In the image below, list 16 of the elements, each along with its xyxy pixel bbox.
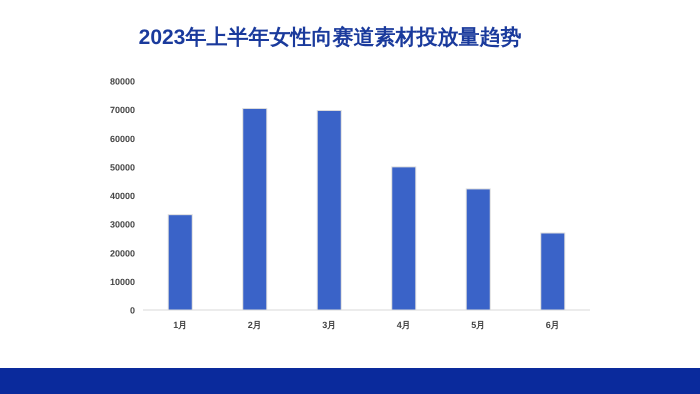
- x-tick-label: 6月: [546, 320, 560, 330]
- y-tick-label: 70000: [110, 105, 135, 116]
- x-tick-label: 3月: [322, 320, 336, 330]
- chart-title: 2023年上半年女性向赛道素材投放量趋势: [138, 25, 522, 49]
- x-tick-label: 4月: [396, 320, 411, 330]
- y-tick-label: 50000: [110, 162, 135, 172]
- x-tick-label: 2月: [248, 320, 262, 330]
- y-tick-label: 60000: [110, 134, 135, 144]
- y-tick-label: 0: [130, 306, 135, 316]
- y-tick-label: 30000: [110, 220, 135, 230]
- x-tick-label: 5月: [471, 320, 486, 330]
- y-tick-label: 20000: [110, 248, 135, 258]
- x-tick-label: 1月: [173, 320, 188, 330]
- y-tick-label: 80000: [110, 76, 135, 86]
- y-tick-label: 10000: [110, 276, 135, 287]
- y-tick-label: 40000: [110, 191, 135, 201]
